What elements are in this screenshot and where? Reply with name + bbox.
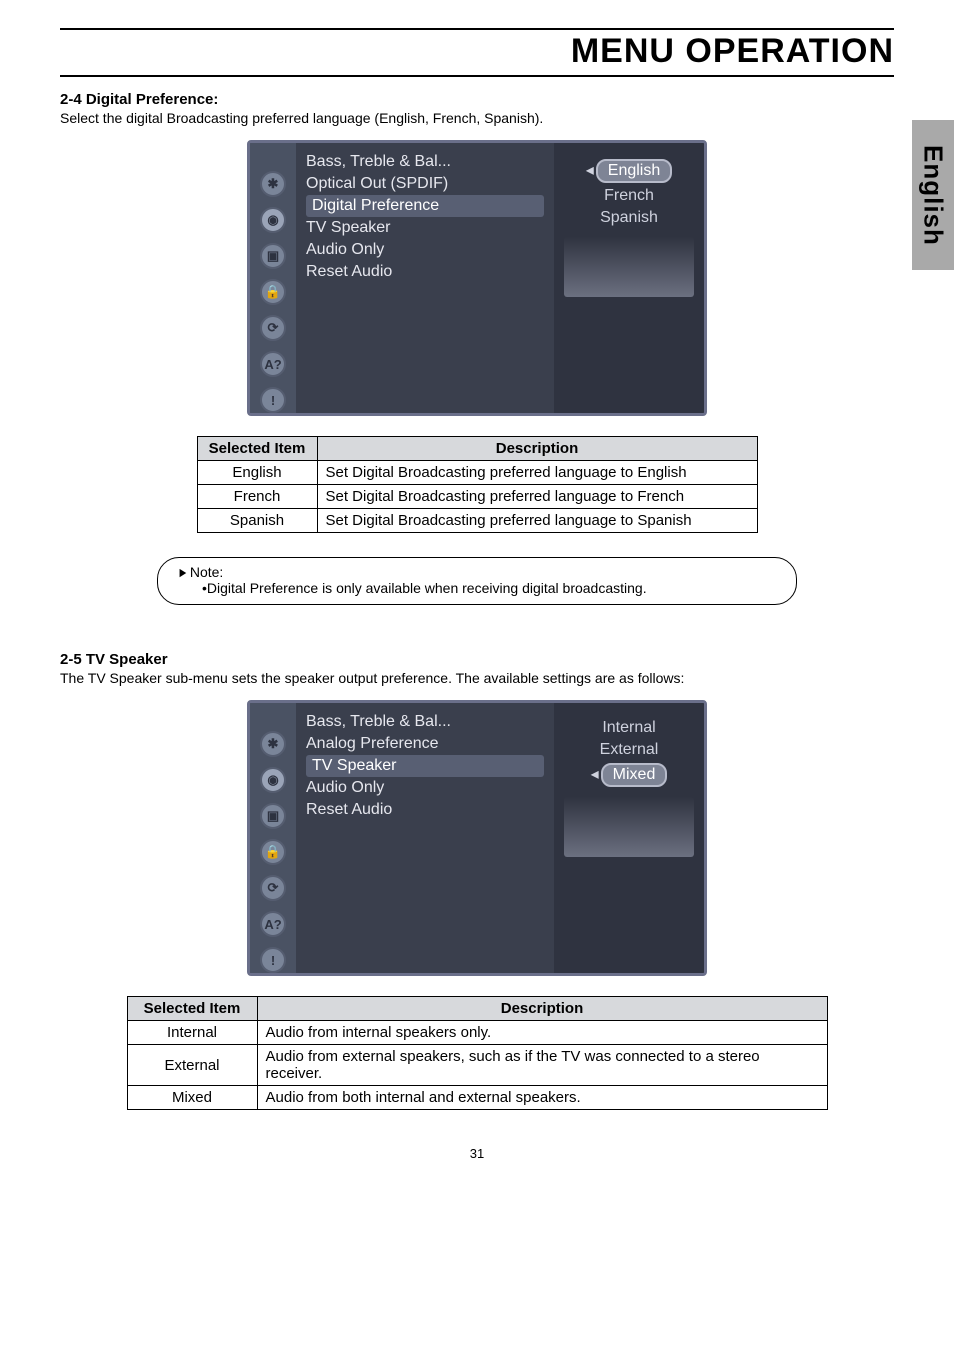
table-cell: Set Digital Broadcasting preferred langu…: [317, 485, 757, 509]
osd-nav-icon: 🔒: [260, 279, 286, 305]
note-label: Note:: [190, 564, 223, 580]
osd-menu-item: Audio Only: [306, 239, 544, 261]
osd-nav-icon: A?: [260, 351, 286, 377]
preference-table: Selected ItemDescriptionEnglishSet Digit…: [197, 436, 758, 533]
table-row: ExternalAudio from external speakers, su…: [127, 1045, 827, 1086]
table-cell: Set Digital Broadcasting preferred langu…: [317, 461, 757, 485]
page-title: MENU OPERATION: [571, 32, 894, 71]
table-header: Selected Item: [197, 437, 317, 461]
header: MENU OPERATION: [60, 32, 894, 77]
table-row: MixedAudio from both internal and extern…: [127, 1086, 827, 1110]
osd-option: ◂Mixed: [564, 761, 694, 789]
osd-menu-item: TV Speaker: [306, 755, 544, 777]
osd-nav-icon: A?: [260, 911, 286, 937]
osd-menu-item: TV Speaker: [306, 217, 544, 239]
table-header: Description: [257, 997, 827, 1021]
osd-option: Internal: [564, 717, 694, 739]
osd-menu-item: Analog Preference: [306, 733, 544, 755]
table-cell: Spanish: [197, 509, 317, 533]
table-cell: English: [197, 461, 317, 485]
osd-option: External: [564, 739, 694, 761]
osd-nav-icon: ⟳: [260, 315, 286, 341]
side-language-tab: English: [912, 120, 954, 270]
table-cell: French: [197, 485, 317, 509]
table-cell: Set Digital Broadcasting preferred langu…: [317, 509, 757, 533]
table-cell: Mixed: [127, 1086, 257, 1110]
osd-menu-item: Bass, Treble & Bal...: [306, 711, 544, 733]
table-row: SpanishSet Digital Broadcasting preferre…: [197, 509, 757, 533]
osd-nav-icon: ▣: [260, 243, 286, 269]
table-cell: Audio from both internal and external sp…: [257, 1086, 827, 1110]
osd-nav-icon: !: [260, 387, 286, 413]
osd-menu-item: Optical Out (SPDIF): [306, 173, 544, 195]
note-body: •Digital Preference is only available wh…: [176, 580, 778, 596]
table-cell: Internal: [127, 1021, 257, 1045]
table-header: Description: [317, 437, 757, 461]
osd-menu-item: Audio Only: [306, 777, 544, 799]
table-cell: Audio from external speakers, such as if…: [257, 1045, 827, 1086]
osd-nav-icon: ✱: [260, 731, 286, 757]
table-row: FrenchSet Digital Broadcasting preferred…: [197, 485, 757, 509]
osd-preview-gradient: [564, 797, 694, 857]
table-header: Selected Item: [127, 997, 257, 1021]
osd-menu-item: Reset Audio: [306, 799, 544, 821]
osd-option: French: [564, 185, 694, 207]
speaker-table: Selected ItemDescriptionInternalAudio fr…: [127, 996, 828, 1110]
osd-menu-item: Reset Audio: [306, 261, 544, 283]
note-arrow-icon: ►: [177, 564, 188, 580]
osd-nav-icon: ◉: [260, 767, 286, 793]
side-tab-label: English: [918, 145, 949, 246]
osd-nav-icon: 🔒: [260, 839, 286, 865]
osd-screenshot: ✱ ◉ ▣ 🔒 ⟳ A?! Bass, Treble & Bal...Optical Ou…: [60, 140, 894, 416]
note-box: ►Note: •Digital Preference is only avail…: [157, 557, 797, 605]
osd-option-selected: Mixed: [601, 763, 668, 787]
osd-option: Spanish: [564, 207, 694, 229]
page-number: 31: [60, 1146, 894, 1161]
osd-nav-icon: ✱: [260, 171, 286, 197]
osd-nav-icon: ◉: [260, 207, 286, 233]
osd-screenshot: ✱ ◉ ▣ 🔒 ⟳ A?! Bass, Treble & Bal...Analog Pre…: [60, 700, 894, 976]
section-subtext: Select the digital Broadcasting preferre…: [60, 110, 894, 126]
table-cell: Audio from internal speakers only.: [257, 1021, 827, 1045]
osd-nav-icon: ⟳: [260, 875, 286, 901]
table-row: EnglishSet Digital Broadcasting preferre…: [197, 461, 757, 485]
osd-menu-item: Digital Preference: [306, 195, 544, 217]
table-cell: External: [127, 1045, 257, 1086]
osd-option: ◂English: [564, 157, 694, 185]
left-arrow-icon: ◂: [586, 162, 594, 179]
osd-preview-gradient: [564, 237, 694, 297]
osd-option-selected: English: [596, 159, 672, 183]
table-row: InternalAudio from internal speakers onl…: [127, 1021, 827, 1045]
section-heading: 2-5 TV Speaker: [60, 651, 894, 668]
left-arrow-icon: ◂: [591, 766, 599, 783]
osd-menu-item: Bass, Treble & Bal...: [306, 151, 544, 173]
section-heading: 2-4 Digital Preference:: [60, 91, 894, 108]
osd-nav-icon: !: [260, 947, 286, 973]
section-subtext: The TV Speaker sub-menu sets the speaker…: [60, 670, 894, 686]
osd-nav-icon: ▣: [260, 803, 286, 829]
